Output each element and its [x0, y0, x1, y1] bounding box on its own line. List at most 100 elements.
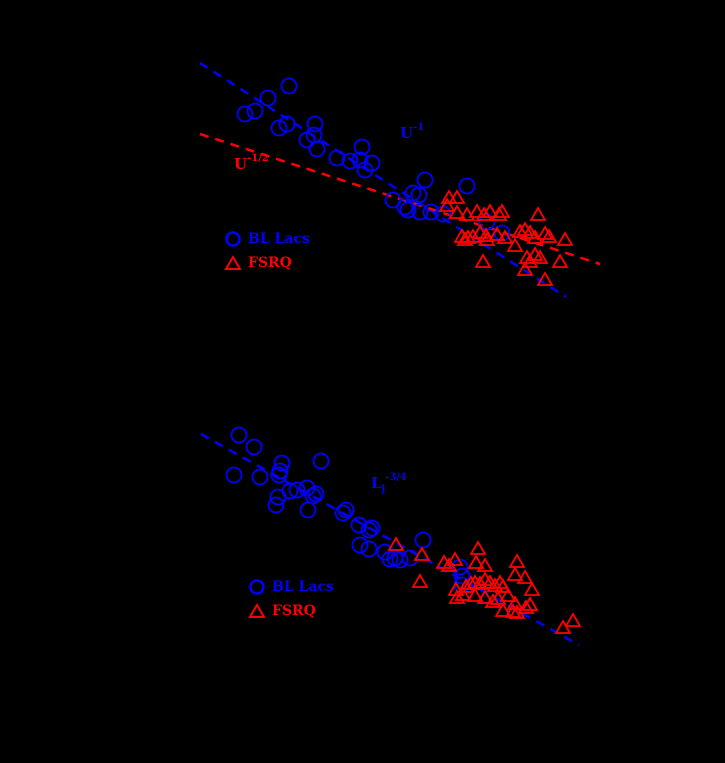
- fsrq-point: [477, 227, 495, 242]
- bl-lac-point: [312, 452, 330, 470]
- fsrq-point: [523, 581, 541, 596]
- annotation-base: U: [400, 124, 414, 142]
- bl-lac-point: [259, 89, 277, 107]
- bl-lac-point: [225, 466, 243, 484]
- fsrq-point: [464, 228, 482, 243]
- fsrq-point: [486, 577, 504, 592]
- fsrq-point: [448, 189, 466, 204]
- bl-lac-point: [337, 501, 355, 519]
- bl-lac-point: [401, 549, 419, 567]
- annotation-base: U: [234, 155, 248, 173]
- bl-lac-point: [280, 77, 298, 95]
- bottom-legend: BL Lacs FSRQ: [248, 575, 334, 623]
- bl-lac-point: [453, 567, 471, 585]
- bl-lac-point: [416, 171, 434, 189]
- bl-lac-point: [236, 105, 254, 123]
- fsrq-point: [469, 540, 487, 555]
- bl-lac-point: [246, 102, 264, 120]
- bl-lac-point: [351, 151, 369, 169]
- fsrq-point: [511, 223, 529, 238]
- bl-lac-point: [298, 131, 316, 149]
- legend-entry-bl-lacs: BL Lacs: [248, 575, 334, 599]
- bl-lac-point: [245, 438, 263, 456]
- bl-lac-point: [328, 149, 346, 167]
- fsrq-point: [476, 557, 494, 572]
- annotation-exponent: -1/2: [247, 153, 269, 164]
- bl-lac-point: [360, 540, 378, 558]
- fsrq-point: [411, 573, 429, 588]
- fsrq-point: [517, 599, 535, 614]
- triangle-marker-icon: [224, 255, 242, 270]
- fsrq-point: [556, 231, 574, 246]
- annotation-exponent: -1: [413, 122, 425, 133]
- fsrq-point: [496, 229, 514, 244]
- legend-label: FSRQ: [272, 603, 316, 619]
- legend-entry-fsrq: FSRQ: [248, 599, 334, 623]
- fsrq-point: [481, 203, 499, 218]
- triangle-marker-icon: [248, 603, 266, 618]
- fsrq-point: [490, 206, 508, 221]
- fsrq-point: [508, 553, 526, 568]
- bl-lac-point: [278, 115, 296, 133]
- fsrq-point: [454, 586, 472, 601]
- top-legend: BL Lacs FSRQ: [224, 227, 310, 275]
- fsrq-point: [521, 596, 539, 611]
- bl-lac-point: [341, 152, 359, 170]
- bl-lac-point: [391, 551, 409, 569]
- fsrq-point: [504, 603, 522, 618]
- bl-lac-point: [334, 504, 352, 522]
- bl-lac-point: [299, 501, 317, 519]
- legend-label: BL Lacs: [272, 579, 334, 595]
- bottom-panel-plot: [200, 426, 582, 647]
- fsrq-point: [475, 206, 493, 221]
- fsrq-point: [466, 587, 484, 602]
- fsrq-point: [531, 249, 549, 264]
- annotation-exponent: -3/4: [385, 472, 407, 483]
- legend-entry-fsrq: FSRQ: [224, 251, 310, 275]
- bl-lac-point: [411, 203, 429, 221]
- fsrq-point: [456, 231, 474, 246]
- bl-lac-point: [288, 481, 306, 499]
- top-annotation-u-inverse: U-1: [400, 122, 425, 142]
- fsrq-point: [516, 261, 534, 276]
- bl-lac-point: [308, 140, 326, 158]
- fsrq-point: [506, 237, 524, 252]
- top-annotation-u-inverse-half: U-1/2: [234, 153, 269, 173]
- fsrq-point: [551, 253, 569, 268]
- circle-marker-icon: [249, 579, 265, 595]
- bl-lac-point: [273, 454, 291, 472]
- bl-lac-point: [306, 115, 324, 133]
- fsrq-point: [564, 612, 582, 627]
- fsrq-point: [438, 197, 456, 212]
- legend-label: BL Lacs: [248, 231, 310, 247]
- annotation-subscript: j: [381, 484, 386, 495]
- fsrq-point: [468, 203, 486, 218]
- fsrq-point: [516, 569, 534, 584]
- fsrq-point: [478, 231, 496, 246]
- bl-lac-point: [351, 536, 369, 554]
- fsrq-point: [536, 225, 554, 240]
- bl-lac-point: [270, 466, 288, 484]
- bl-lac-point: [270, 119, 288, 137]
- bl-lac-point: [363, 154, 381, 172]
- bl-lac-point: [353, 138, 371, 156]
- fsrq-point: [540, 228, 558, 243]
- fsrq-point: [462, 575, 480, 590]
- bl-lac-point: [414, 531, 432, 549]
- circle-marker-icon: [225, 231, 241, 247]
- fsrq-point: [458, 206, 476, 221]
- annotation-base: L: [371, 474, 382, 492]
- bl-lac-point: [267, 496, 285, 514]
- fsrq-point: [554, 619, 572, 634]
- bl-lac-point: [458, 177, 476, 195]
- bl-lac-point: [363, 519, 381, 537]
- fsrq-point: [448, 589, 466, 604]
- fsrq-point: [499, 587, 517, 602]
- fsrq-point: [446, 551, 464, 566]
- bl-lac-point: [281, 482, 299, 500]
- fsrq-point: [471, 575, 489, 590]
- fsrq-point: [476, 589, 494, 604]
- bl-lac-point: [307, 485, 325, 503]
- bl-lac-point: [399, 201, 417, 219]
